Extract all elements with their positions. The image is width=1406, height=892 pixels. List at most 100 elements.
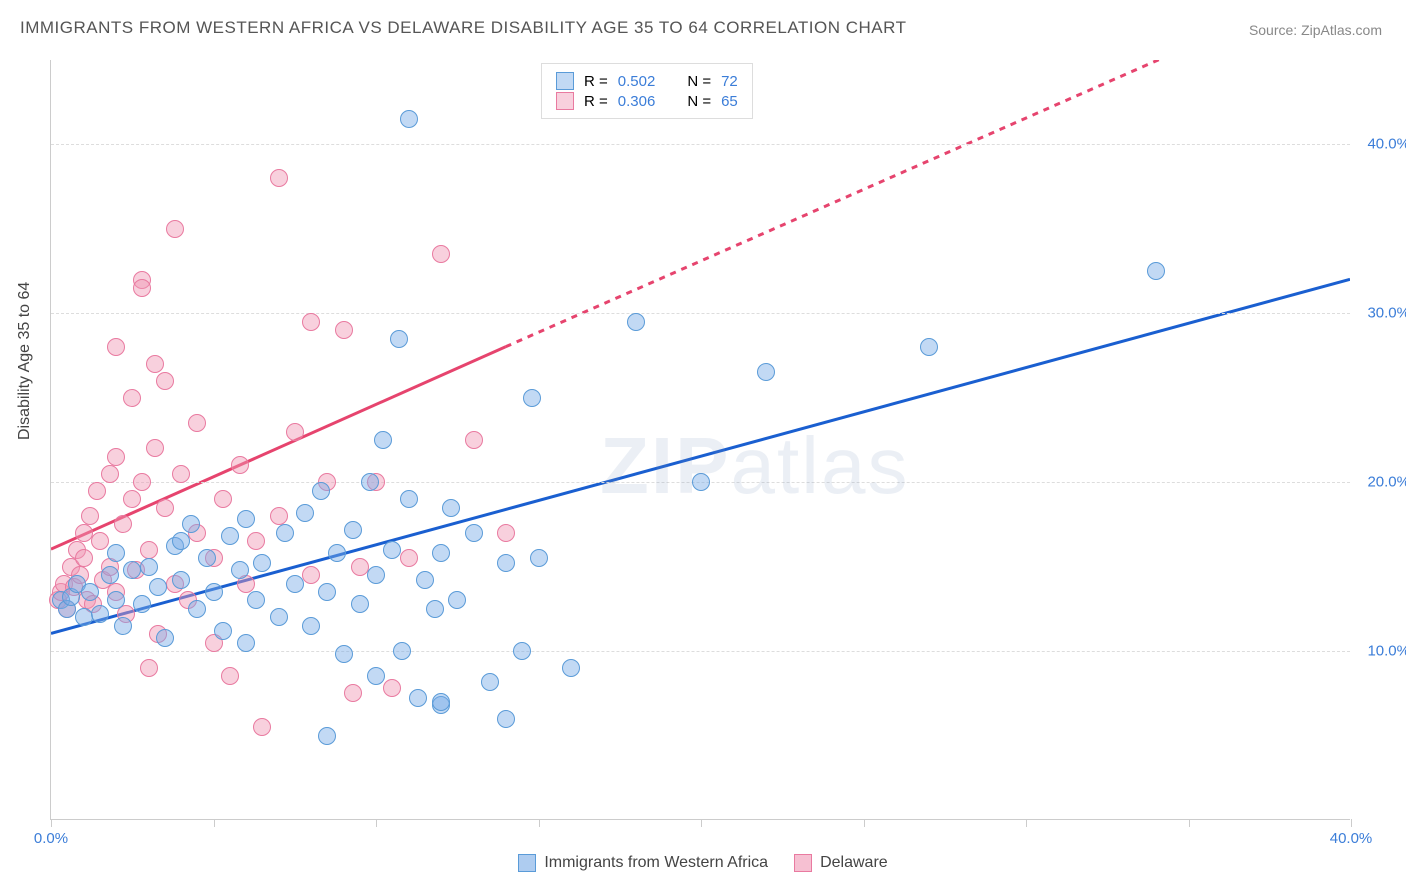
data-point-b	[156, 499, 174, 517]
data-point-a	[497, 554, 515, 572]
data-point-b	[188, 414, 206, 432]
data-point-a	[374, 431, 392, 449]
data-point-a	[114, 617, 132, 635]
data-point-b	[101, 465, 119, 483]
x-tick	[376, 819, 377, 827]
x-tick	[539, 819, 540, 827]
data-point-b	[247, 532, 265, 550]
r-label: R =	[584, 73, 608, 90]
r-value-b: 0.306	[618, 93, 656, 110]
data-point-a	[81, 583, 99, 601]
data-point-a	[296, 504, 314, 522]
data-point-a	[107, 544, 125, 562]
data-point-b	[166, 220, 184, 238]
data-point-b	[133, 279, 151, 297]
data-point-a	[523, 389, 541, 407]
legend-item-series-a: Immigrants from Western Africa	[518, 854, 768, 872]
swatch-series-a	[518, 854, 536, 872]
y-tick-label: 40.0%	[1367, 136, 1406, 153]
n-label: N =	[687, 73, 711, 90]
data-point-a	[198, 549, 216, 567]
data-point-b	[302, 566, 320, 584]
y-tick-label: 20.0%	[1367, 474, 1406, 491]
data-point-b	[156, 372, 174, 390]
data-point-a	[1147, 262, 1165, 280]
data-point-b	[465, 431, 483, 449]
x-tick	[51, 819, 52, 827]
data-point-a	[481, 673, 499, 691]
x-tick	[701, 819, 702, 827]
data-point-a	[409, 689, 427, 707]
data-point-a	[214, 622, 232, 640]
data-point-b	[146, 439, 164, 457]
data-point-b	[221, 667, 239, 685]
data-point-b	[123, 389, 141, 407]
data-point-b	[432, 245, 450, 263]
data-point-a	[205, 583, 223, 601]
data-point-a	[367, 667, 385, 685]
x-tick-label: 40.0%	[1330, 830, 1373, 847]
x-tick	[1026, 819, 1027, 827]
data-point-b	[146, 355, 164, 373]
data-point-b	[140, 659, 158, 677]
x-tick	[1189, 819, 1190, 827]
data-point-a	[335, 645, 353, 663]
r-label: R =	[584, 93, 608, 110]
grid-line-h	[51, 313, 1350, 314]
data-point-a	[432, 544, 450, 562]
data-point-b	[335, 321, 353, 339]
data-point-a	[312, 482, 330, 500]
y-axis-label: Disability Age 35 to 64	[16, 282, 34, 440]
data-point-a	[465, 524, 483, 542]
data-point-b	[344, 684, 362, 702]
swatch-series-a	[556, 72, 574, 90]
data-point-b	[270, 507, 288, 525]
x-tick	[214, 819, 215, 827]
legend-label-a: Immigrants from Western Africa	[544, 854, 768, 872]
data-point-b	[114, 515, 132, 533]
data-point-b	[140, 541, 158, 559]
swatch-series-b	[556, 92, 574, 110]
data-point-a	[237, 634, 255, 652]
data-point-a	[426, 600, 444, 618]
n-label: N =	[687, 93, 711, 110]
data-point-a	[133, 595, 151, 613]
data-point-b	[286, 423, 304, 441]
trend-lines-layer	[51, 60, 1350, 819]
data-point-a	[344, 521, 362, 539]
data-point-a	[237, 510, 255, 528]
data-point-a	[692, 473, 710, 491]
data-point-b	[214, 490, 232, 508]
data-point-a	[101, 566, 119, 584]
data-point-a	[390, 330, 408, 348]
data-point-a	[361, 473, 379, 491]
data-point-a	[383, 541, 401, 559]
data-point-a	[123, 561, 141, 579]
data-point-a	[276, 524, 294, 542]
data-point-b	[123, 490, 141, 508]
data-point-a	[107, 591, 125, 609]
data-point-a	[182, 515, 200, 533]
data-point-a	[270, 608, 288, 626]
data-point-a	[442, 499, 460, 517]
data-point-b	[400, 549, 418, 567]
data-point-b	[75, 524, 93, 542]
source-label: Source: ZipAtlas.com	[1249, 22, 1382, 38]
data-point-b	[107, 448, 125, 466]
data-point-b	[302, 313, 320, 331]
data-point-b	[107, 338, 125, 356]
data-point-a	[448, 591, 466, 609]
data-point-a	[393, 642, 411, 660]
r-value-a: 0.502	[618, 73, 656, 90]
data-point-a	[318, 583, 336, 601]
data-point-a	[91, 605, 109, 623]
swatch-series-b	[794, 854, 812, 872]
data-point-a	[302, 617, 320, 635]
data-point-a	[172, 571, 190, 589]
legend-row-series-b: R = 0.306 N = 65	[556, 92, 738, 110]
data-point-a	[221, 527, 239, 545]
data-point-a	[140, 558, 158, 576]
data-point-a	[75, 608, 93, 626]
correlation-legend: R = 0.502 N = 72 R = 0.306 N = 65	[541, 63, 753, 119]
data-point-b	[351, 558, 369, 576]
